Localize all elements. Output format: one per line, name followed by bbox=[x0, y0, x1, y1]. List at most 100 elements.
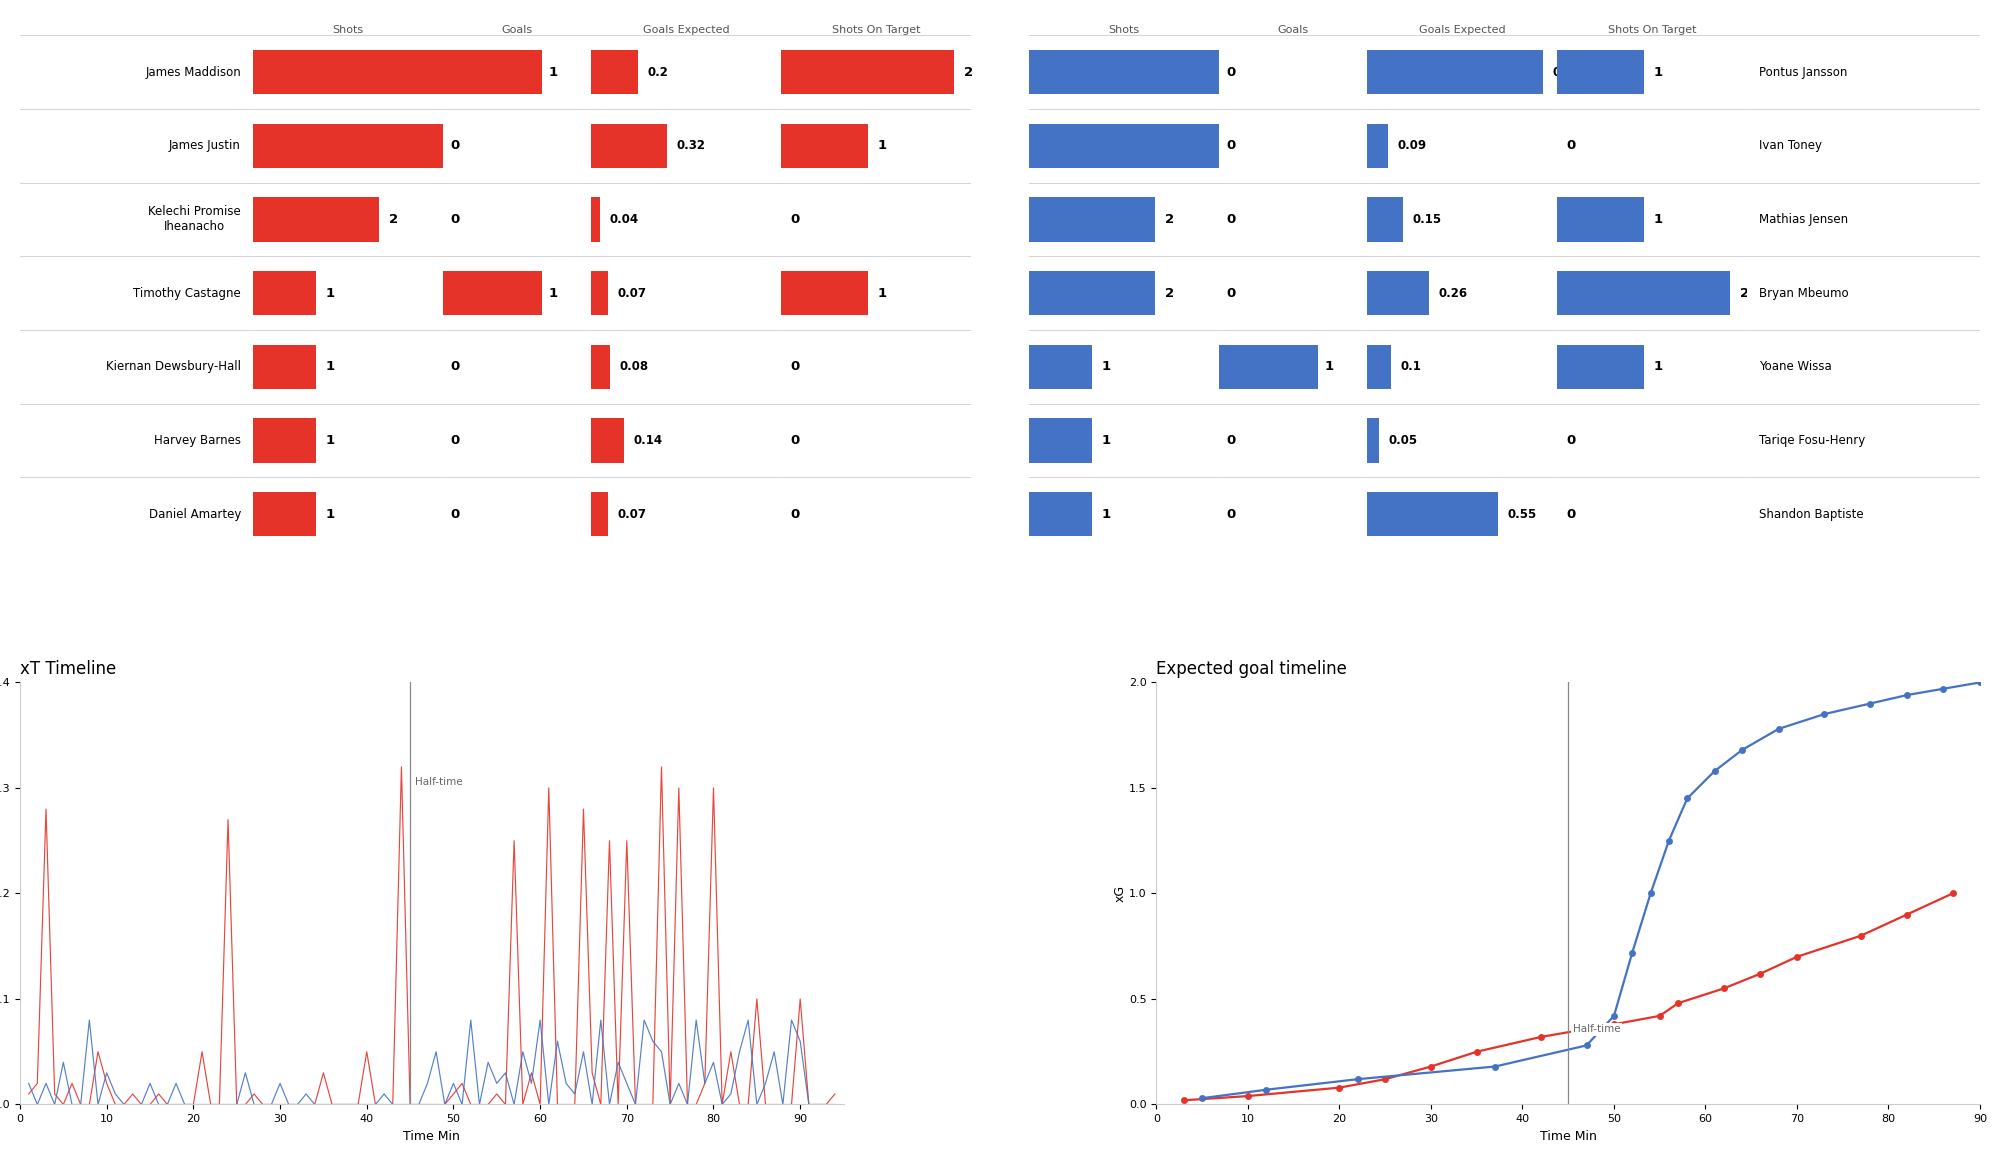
Text: Half-time: Half-time bbox=[416, 778, 462, 787]
Text: 3: 3 bbox=[1228, 140, 1238, 153]
Bar bbox=[590, 418, 624, 463]
Bar bbox=[442, 271, 542, 315]
Bar bbox=[1028, 51, 1218, 94]
Text: 1: 1 bbox=[1102, 434, 1110, 446]
Text: Shandon Baptiste: Shandon Baptiste bbox=[1760, 508, 1864, 521]
Text: Tariqe Fosu-Henry: Tariqe Fosu-Henry bbox=[1760, 434, 1866, 446]
Text: 0: 0 bbox=[450, 361, 460, 374]
Bar bbox=[1558, 197, 1644, 242]
Text: 0: 0 bbox=[450, 140, 460, 153]
Bar bbox=[252, 492, 316, 536]
Bar bbox=[782, 51, 954, 94]
Text: 3: 3 bbox=[1228, 66, 1238, 79]
Text: 0: 0 bbox=[450, 508, 460, 521]
Bar bbox=[590, 344, 610, 389]
Text: 2: 2 bbox=[1740, 287, 1748, 300]
Text: 0: 0 bbox=[1226, 213, 1236, 226]
Text: 1: 1 bbox=[326, 434, 334, 446]
Text: 1: 1 bbox=[1102, 361, 1110, 374]
Text: 1: 1 bbox=[878, 287, 886, 300]
Bar bbox=[1366, 271, 1428, 315]
Text: 1: 1 bbox=[1654, 213, 1662, 226]
Text: Goals Expected: Goals Expected bbox=[1418, 25, 1506, 35]
Text: 0: 0 bbox=[1566, 434, 1576, 446]
Bar bbox=[590, 492, 608, 536]
Text: 1: 1 bbox=[1324, 361, 1334, 374]
Text: 1: 1 bbox=[326, 361, 334, 374]
Text: Daniel Amartey: Daniel Amartey bbox=[148, 508, 240, 521]
Bar bbox=[1366, 51, 1542, 94]
X-axis label: Time Min: Time Min bbox=[404, 1130, 460, 1143]
Text: 0.08: 0.08 bbox=[620, 361, 648, 374]
Text: 0.15: 0.15 bbox=[1412, 213, 1442, 226]
Text: Half-time: Half-time bbox=[1572, 1025, 1620, 1034]
Bar bbox=[782, 123, 868, 168]
Text: 2: 2 bbox=[964, 66, 972, 79]
Bar bbox=[1028, 123, 1218, 168]
Text: 2: 2 bbox=[1164, 213, 1174, 226]
Bar bbox=[252, 51, 442, 94]
Text: 2: 2 bbox=[1164, 287, 1174, 300]
Text: James Justin: James Justin bbox=[170, 140, 240, 153]
Text: Pontus Jansson: Pontus Jansson bbox=[1760, 66, 1848, 79]
Bar bbox=[252, 271, 316, 315]
Bar bbox=[1366, 418, 1378, 463]
Text: Bryan Mbeumo: Bryan Mbeumo bbox=[1760, 287, 1848, 300]
Bar bbox=[1028, 271, 1156, 315]
Text: Expected goal timeline: Expected goal timeline bbox=[1156, 660, 1348, 678]
Text: 0.2: 0.2 bbox=[648, 66, 668, 79]
Text: 3: 3 bbox=[452, 66, 462, 79]
Text: 0.14: 0.14 bbox=[634, 434, 662, 446]
Text: James Maddison: James Maddison bbox=[146, 66, 240, 79]
Text: Ivan Toney: Ivan Toney bbox=[1760, 140, 1822, 153]
Text: Shots: Shots bbox=[332, 25, 364, 35]
Text: 0.74: 0.74 bbox=[1552, 66, 1582, 79]
X-axis label: Time Min: Time Min bbox=[1540, 1130, 1596, 1143]
Text: Shots On Target: Shots On Target bbox=[1608, 25, 1696, 35]
Text: 1: 1 bbox=[1102, 508, 1110, 521]
Text: Timothy Castagne: Timothy Castagne bbox=[134, 287, 240, 300]
Text: 2: 2 bbox=[388, 213, 398, 226]
Text: 0.09: 0.09 bbox=[1398, 140, 1426, 153]
Text: Harvey Barnes: Harvey Barnes bbox=[154, 434, 240, 446]
Text: 0: 0 bbox=[1226, 140, 1236, 153]
Text: 3: 3 bbox=[452, 140, 462, 153]
Bar bbox=[442, 51, 542, 94]
Bar bbox=[1366, 123, 1388, 168]
Text: Goals Expected: Goals Expected bbox=[642, 25, 730, 35]
Bar bbox=[590, 123, 666, 168]
Bar bbox=[1366, 344, 1390, 389]
Text: Shots: Shots bbox=[1108, 25, 1140, 35]
Text: Kelechi Promise
Iheanacho: Kelechi Promise Iheanacho bbox=[148, 206, 240, 234]
Y-axis label: xG: xG bbox=[1114, 885, 1126, 902]
Text: 0: 0 bbox=[1226, 66, 1236, 79]
Text: Mathias Jensen: Mathias Jensen bbox=[1760, 213, 1848, 226]
Text: 0: 0 bbox=[790, 434, 800, 446]
Bar bbox=[1218, 344, 1318, 389]
Text: 0: 0 bbox=[790, 361, 800, 374]
Text: 0: 0 bbox=[1226, 434, 1236, 446]
Bar bbox=[1366, 197, 1402, 242]
Bar bbox=[252, 123, 442, 168]
Bar bbox=[1558, 344, 1644, 389]
Bar bbox=[1028, 418, 1092, 463]
Text: 0.26: 0.26 bbox=[1438, 287, 1468, 300]
Text: 0: 0 bbox=[450, 434, 460, 446]
Text: 0: 0 bbox=[1226, 287, 1236, 300]
Bar bbox=[1028, 344, 1092, 389]
Text: 0: 0 bbox=[790, 213, 800, 226]
Text: 0.1: 0.1 bbox=[1400, 361, 1422, 374]
Text: xT Timeline: xT Timeline bbox=[20, 660, 116, 678]
Bar bbox=[590, 197, 600, 242]
Text: 1: 1 bbox=[548, 66, 558, 79]
Text: 0.04: 0.04 bbox=[610, 213, 640, 226]
Text: 1: 1 bbox=[1654, 361, 1662, 374]
Bar bbox=[252, 197, 380, 242]
Bar bbox=[252, 418, 316, 463]
Text: Shots On Target: Shots On Target bbox=[832, 25, 920, 35]
Text: Kiernan Dewsbury-Hall: Kiernan Dewsbury-Hall bbox=[106, 361, 240, 374]
Text: Yoane Wissa: Yoane Wissa bbox=[1760, 361, 1832, 374]
Bar bbox=[590, 51, 638, 94]
Bar bbox=[1558, 271, 1730, 315]
Text: 0.55: 0.55 bbox=[1508, 508, 1536, 521]
